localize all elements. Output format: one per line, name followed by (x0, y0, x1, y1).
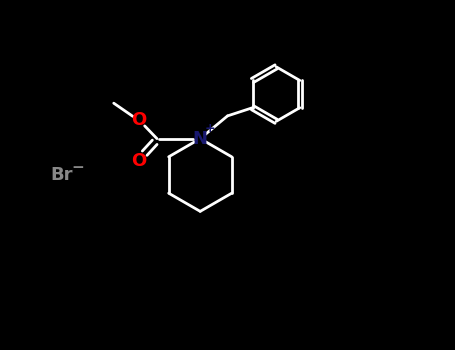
Text: +: + (205, 122, 216, 135)
Text: N: N (193, 130, 207, 148)
Text: −: − (71, 160, 84, 175)
Text: O: O (131, 152, 147, 170)
Text: O: O (131, 111, 147, 130)
Text: Br: Br (50, 166, 73, 184)
